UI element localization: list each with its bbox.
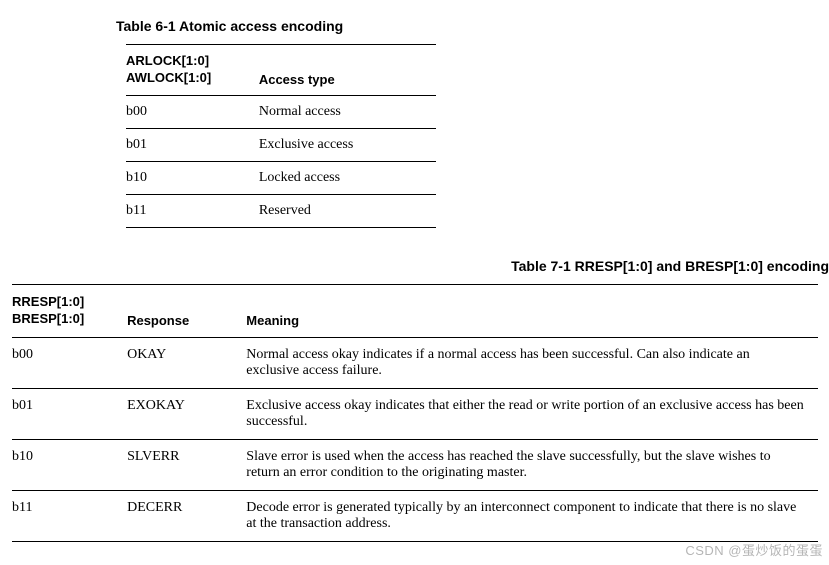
code-cell: b00 bbox=[126, 95, 259, 128]
table6-col2-header: Access type bbox=[259, 45, 436, 96]
table-row: b10 SLVERR Slave error is used when the … bbox=[12, 439, 818, 490]
table7-col1-line2: BRESP[1:0] bbox=[12, 311, 115, 328]
table-row: b00 OKAY Normal access okay indicates if… bbox=[12, 337, 818, 388]
code-cell: b11 bbox=[12, 490, 127, 541]
table6-col1-line1: ARLOCK[1:0] bbox=[126, 53, 253, 70]
table6-col1-line2: AWLOCK[1:0] bbox=[126, 70, 253, 87]
resp-cell: SLVERR bbox=[127, 439, 246, 490]
code-cell: b10 bbox=[126, 161, 259, 194]
table-row: b11 Reserved bbox=[126, 194, 436, 227]
table7-col1-line1: RRESP[1:0] bbox=[12, 294, 115, 311]
type-cell: Normal access bbox=[259, 95, 436, 128]
type-cell: Reserved bbox=[259, 194, 436, 227]
table6-title: Table 6-1 Atomic access encoding bbox=[116, 18, 343, 34]
meaning-cell: Normal access okay indicates if a normal… bbox=[246, 337, 818, 388]
table-row: b01 Exclusive access bbox=[126, 128, 436, 161]
resp-cell: EXOKAY bbox=[127, 388, 246, 439]
table-row: b01 EXOKAY Exclusive access okay indicat… bbox=[12, 388, 818, 439]
code-cell: b01 bbox=[126, 128, 259, 161]
meaning-cell: Slave error is used when the access has … bbox=[246, 439, 818, 490]
table-row: b11 DECERR Decode error is generated typ… bbox=[12, 490, 818, 541]
type-cell: Exclusive access bbox=[259, 128, 436, 161]
code-cell: b11 bbox=[126, 194, 259, 227]
meaning-cell: Exclusive access okay indicates that eit… bbox=[246, 388, 818, 439]
code-cell: b10 bbox=[12, 439, 127, 490]
watermark: CSDN @蛋炒饭的蛋蛋 bbox=[685, 540, 823, 559]
atomic-access-table: ARLOCK[1:0] AWLOCK[1:0] Access type b00 … bbox=[126, 44, 436, 228]
table7-col2-header: Response bbox=[127, 285, 246, 338]
table6-header-row: ARLOCK[1:0] AWLOCK[1:0] Access type bbox=[126, 45, 436, 96]
table7-title: Table 7-1 RRESP[1:0] and BRESP[1:0] enco… bbox=[511, 258, 829, 274]
code-cell: b00 bbox=[12, 337, 127, 388]
response-encoding-table: RRESP[1:0] BRESP[1:0] Response Meaning b… bbox=[12, 284, 818, 542]
table-row: b10 Locked access bbox=[126, 161, 436, 194]
type-cell: Locked access bbox=[259, 161, 436, 194]
code-cell: b01 bbox=[12, 388, 127, 439]
resp-cell: DECERR bbox=[127, 490, 246, 541]
table-row: b00 Normal access bbox=[126, 95, 436, 128]
table7-col3-header: Meaning bbox=[246, 285, 818, 338]
resp-cell: OKAY bbox=[127, 337, 246, 388]
table7-header-row: RRESP[1:0] BRESP[1:0] Response Meaning bbox=[12, 285, 818, 338]
meaning-cell: Decode error is generated typically by a… bbox=[246, 490, 818, 541]
